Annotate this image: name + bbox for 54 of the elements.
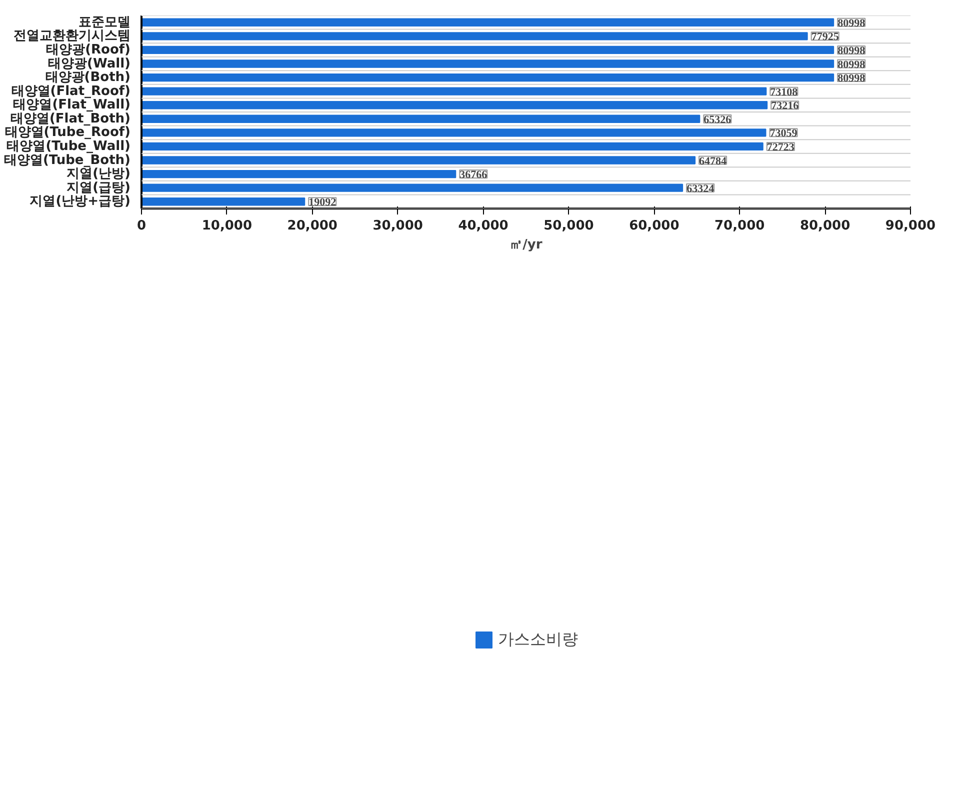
x-tick-label: 0 (136, 218, 146, 234)
data-label: 73216 (771, 100, 800, 112)
x-tick-label: 60,000 (629, 218, 680, 234)
y-tick-label: 태양열(Tube_Wall) (6, 138, 131, 154)
x-tick-label: 50,000 (544, 218, 594, 234)
x-tick-label: 70,000 (714, 218, 765, 234)
y-tick-label: 태양열(Flat_Roof) (11, 84, 130, 99)
bar (142, 18, 834, 26)
bar (142, 46, 834, 54)
bar (142, 32, 808, 40)
y-tick-label: 전열교환환기시스템 (14, 28, 130, 44)
bar (142, 170, 456, 178)
data-label: 72723 (766, 141, 795, 154)
y-tick-label: 태양열(Tube_Roof) (4, 125, 131, 140)
bar (142, 87, 767, 96)
bar (142, 60, 834, 68)
y-tick-label: 태양열(Tube_Both) (4, 152, 131, 168)
data-label: 73108 (770, 86, 798, 98)
y-tick-label: 표준모델 (78, 14, 130, 30)
data-label: 64784 (699, 155, 728, 168)
y-tick-label: 지열(난방+급탕) (30, 194, 131, 210)
y-tick-label: 태양열(Flat_Wall) (13, 98, 131, 113)
y-tick-label: 태양광(Roof) (46, 42, 131, 58)
x-tick-label: 30,000 (372, 218, 423, 234)
data-label: 80998 (838, 44, 866, 57)
y-tick-label: 지열(급탕) (66, 180, 131, 196)
x-tick-label: 90,000 (885, 218, 936, 234)
data-label: 77925 (811, 31, 840, 44)
legend-label: 가스소비량 (498, 629, 578, 650)
data-label: 65326 (704, 114, 732, 126)
bar (142, 184, 684, 192)
data-label: 63324 (686, 182, 715, 195)
data-label: 80998 (838, 17, 866, 30)
x-tick-label: 80,000 (800, 218, 850, 234)
x-tick-label: 40,000 (458, 218, 508, 234)
bar (142, 114, 700, 123)
data-label: 73059 (770, 128, 798, 140)
x-tick-label: 10,000 (202, 218, 252, 234)
y-tick-label: 태양광(Wall) (48, 56, 131, 72)
x-tick-label: 20,000 (287, 218, 338, 234)
bar (142, 73, 834, 82)
data-label: 80998 (838, 72, 866, 85)
y-tick-label: 지열(난방) (66, 166, 131, 182)
data-label: 19092 (308, 196, 337, 209)
bar (142, 142, 764, 151)
data-label: 80998 (838, 58, 866, 71)
y-tick-label: 태양열(Flat_Both) (10, 111, 130, 126)
y-tick-label: 태양광(Both) (45, 70, 131, 86)
bar (142, 101, 768, 110)
bar (142, 198, 306, 206)
bar (142, 156, 696, 164)
x-axis-title: ㎥/yr (510, 238, 543, 252)
bar (142, 128, 766, 137)
data-label: 36766 (460, 169, 488, 182)
